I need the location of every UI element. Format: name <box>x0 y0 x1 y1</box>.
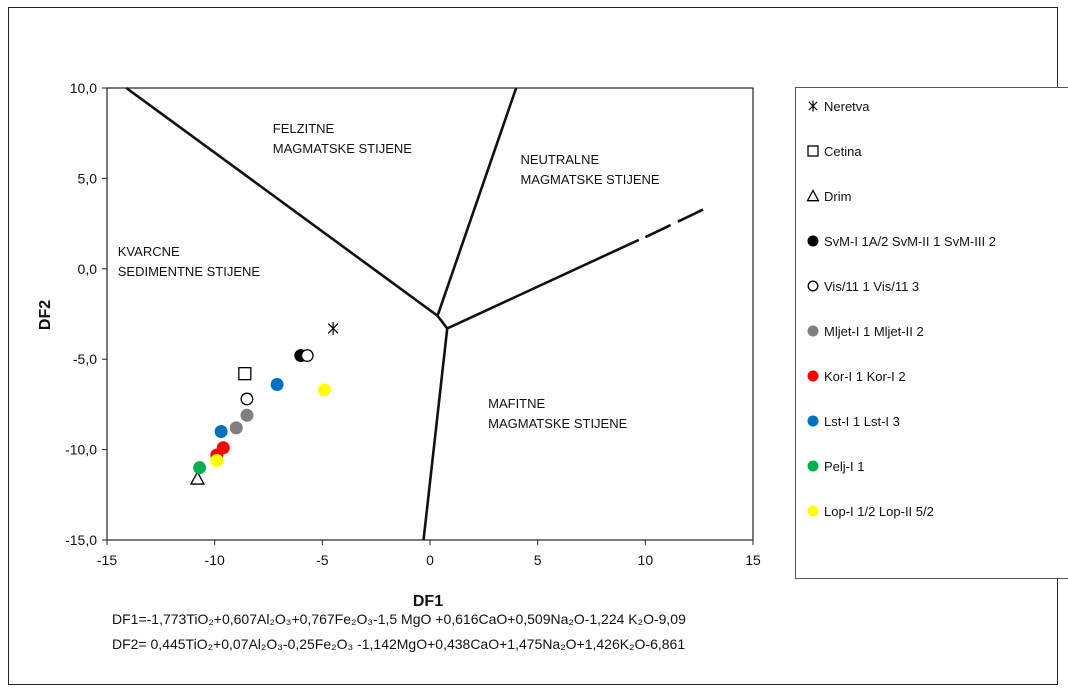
legend-marker-shape <box>807 460 819 472</box>
legend-label: Lop-I 1/2 Lop-II 5/2 <box>824 503 934 519</box>
y-axis-label: DF2 <box>37 300 54 330</box>
legend-marker <box>807 415 819 427</box>
axes: -15 -10 -5 0 5 10 15 10,0 5,0 0,0 -5,0 -10,0 -15,0 <box>65 80 761 568</box>
data-points <box>189 321 339 485</box>
legend-marker-shape <box>807 235 819 247</box>
boundary-line-neutralne-mafitne-extension <box>644 206 709 239</box>
legend-marker <box>807 505 819 517</box>
legend-label: Mljet-I 1 Mljet-II 2 <box>824 323 924 339</box>
data-point <box>240 408 254 422</box>
legend-label: Kor-I 1 Kor-I 2 <box>824 368 906 384</box>
region-label: MAGMATSKE STIJENE <box>488 416 627 431</box>
y-tick-label: 5,0 <box>78 170 98 186</box>
boundary-line-kvarcne-mafitne <box>422 328 449 541</box>
data-point <box>270 378 284 392</box>
legend-marker <box>807 370 819 382</box>
data-point <box>317 383 331 397</box>
x-tick-label: -5 <box>316 552 329 568</box>
data-point <box>300 349 314 363</box>
boundary-lines <box>125 86 709 541</box>
legend-label: Drim <box>824 188 852 204</box>
legend-entry: Lst-I 1 Lst-I 3 <box>806 410 900 432</box>
df2-formula: DF2= 0,445TiO₂+0,07Al₂O₃-0,25Fe₂O₃ -1,14… <box>112 636 686 652</box>
legend-marker <box>806 189 820 202</box>
region-label: KVARCNE <box>118 244 180 259</box>
boundary-line-junction <box>436 315 449 330</box>
x-tick-label: -10 <box>205 552 225 568</box>
data-point <box>189 470 206 485</box>
data-point <box>214 425 228 439</box>
x-tick-label: -15 <box>97 552 117 568</box>
legend-entry: Vis/11 1 Vis/11 3 <box>806 275 919 297</box>
data-point <box>240 392 254 406</box>
legend-entry: Kor-I 1 Kor-I 2 <box>806 365 906 387</box>
legend-entry: Neretva <box>806 95 870 117</box>
legend-marker-shape <box>806 189 820 202</box>
legend-entry: Pelj-I 1 <box>806 455 864 477</box>
legend-marker <box>807 460 819 472</box>
boundary-line-neutralne-mafitne <box>446 238 640 330</box>
region-label: MAGMATSKE STIJENE <box>273 141 412 156</box>
legend-label: SvM-I 1A/2 SvM-II 1 SvM-III 2 <box>824 233 996 249</box>
y-tick-label: -10,0 <box>65 442 97 458</box>
legend-marker-shape <box>807 505 819 517</box>
x-tick-label: 5 <box>534 552 542 568</box>
legend-marker-shape <box>807 145 819 157</box>
region-label: MAGMATSKE STIJENE <box>520 172 659 187</box>
legend-marker-shape <box>807 370 819 382</box>
boundary-line-felzitne-neutralne <box>436 87 518 317</box>
legend-label: Neretva <box>824 98 870 114</box>
x-tick-label: 10 <box>638 552 654 568</box>
region-label: MAFITNE <box>488 396 545 411</box>
legend-marker-shape <box>807 415 819 427</box>
data-point <box>327 321 339 335</box>
data-point <box>229 421 243 435</box>
legend-entry: Mljet-I 1 Mljet-II 2 <box>806 320 924 342</box>
y-tick-label: 10,0 <box>70 80 97 96</box>
region-label: SEDIMENTNE STIJENE <box>118 264 261 279</box>
legend-marker-shape <box>807 325 819 337</box>
legend-entry: Drim <box>806 185 851 207</box>
legend-marker-shape <box>807 280 819 292</box>
region-label: FELZITNE <box>273 121 335 136</box>
y-tick-label: -15,0 <box>65 532 97 548</box>
legend-marker <box>807 325 819 337</box>
data-point <box>193 461 207 475</box>
region-labels: FELZITNE MAGMATSKE STIJENE NEUTRALNE MAGMAT… <box>118 121 660 431</box>
legend-marker <box>807 235 819 247</box>
legend-marker <box>808 100 818 112</box>
region-label: NEUTRALNE <box>520 152 599 167</box>
x-axis-label: DF1 <box>413 593 443 610</box>
df1-formula: DF1=-1,773TiO₂+0,607Al₂O₃+0,767Fe₂O₃-1,5… <box>112 611 686 627</box>
y-tick-label: 0,0 <box>78 261 98 277</box>
legend-label: Lst-I 1 Lst-I 3 <box>824 413 900 429</box>
boundary-line-felzitne-kvarcne <box>125 86 439 317</box>
legend: Neretva Cetina Drim SvM-I 1A/2 SvM-II 1 SvM… <box>795 87 1068 579</box>
x-tick-label: 15 <box>745 552 761 568</box>
data-point <box>238 367 252 381</box>
legend-entry: SvM-I 1A/2 SvM-II 1 SvM-III 2 <box>806 230 996 252</box>
legend-marker <box>807 145 819 157</box>
legend-entry: Cetina <box>806 140 862 162</box>
legend-entry: Lop-I 1/2 Lop-II 5/2 <box>806 500 934 522</box>
legend-label: Vis/11 1 Vis/11 3 <box>824 278 920 294</box>
y-tick-label: -5,0 <box>73 351 97 367</box>
data-point <box>210 453 224 467</box>
legend-marker-shape <box>808 100 818 112</box>
legend-marker <box>807 280 819 292</box>
legend-label: Cetina <box>824 143 862 159</box>
legend-label: Pelj-I 1 <box>824 458 865 474</box>
x-tick-label: 0 <box>426 552 434 568</box>
